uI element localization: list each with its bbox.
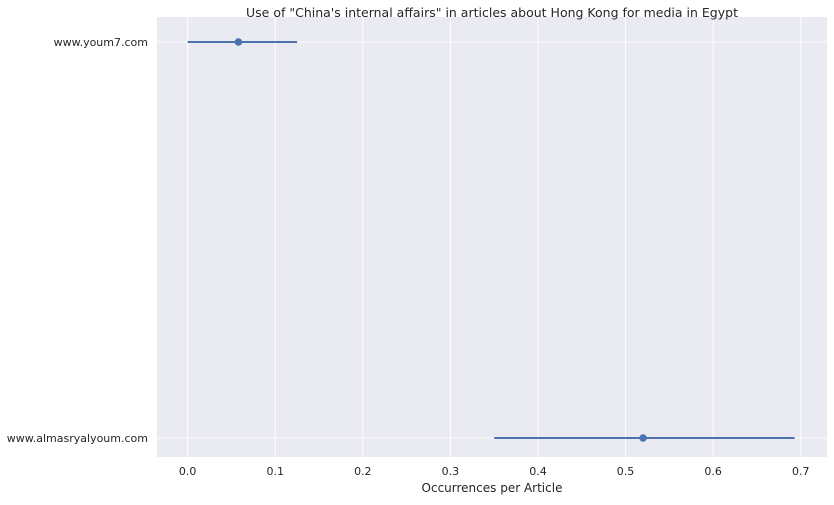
data-marks [187,38,795,442]
x-tick-label: 0.0 [179,465,197,478]
x-tick-label: 0.2 [354,465,372,478]
x-tick-label: 0.6 [704,465,722,478]
plot-background [157,17,827,457]
x-axis-label: Occurrences per Article [422,481,563,495]
data-point [234,38,243,46]
x-tick-label: 0.7 [792,465,810,478]
y-tick-label: www.youm7.com [54,36,148,49]
chart-title: Use of "China's internal affairs" in art… [246,5,738,20]
x-tick-label: 0.3 [442,465,460,478]
x-tick-label: 0.1 [266,465,284,478]
data-point [639,434,647,442]
x-tick-label: 0.5 [617,465,635,478]
y-tick-label: www.almasryalyoum.com [7,432,148,445]
x-tick-label: 0.4 [529,465,547,478]
x-tick-labels: 0.0 0.1 0.2 0.3 0.4 0.5 0.6 0.7 [179,465,810,478]
y-tick-labels: www.youm7.com www.almasryalyoum.com [7,36,148,445]
